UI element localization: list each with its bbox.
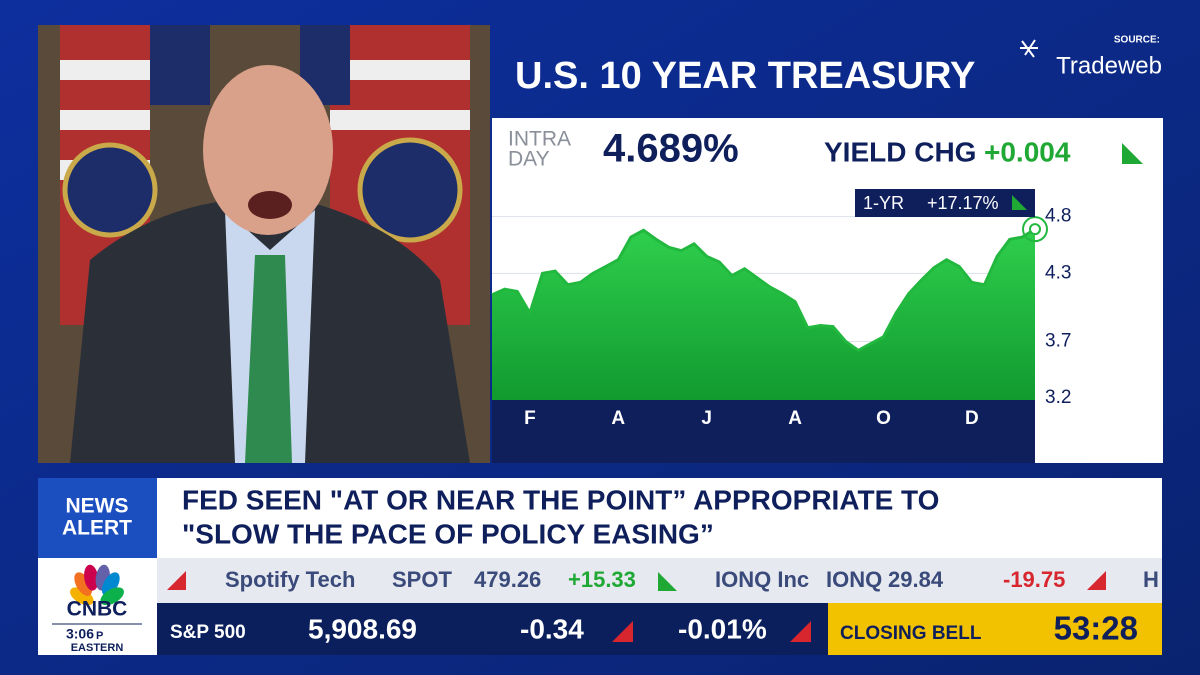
ticker-price: 29.84 [888,567,944,592]
down-arrow [790,621,811,642]
headline-band [38,478,1162,558]
peacock [70,564,124,606]
index-value: 5,908.69 [308,613,417,644]
yield: 4.689% [603,127,739,171]
down-arrow [612,621,633,642]
up-arrow [1012,195,1027,210]
countdown-label: CLOSING BELL [840,623,982,644]
ticker-name: H [1143,567,1159,592]
source-logo [1020,39,1038,58]
y-tick-label: 3.7 [1045,330,1071,351]
x-tick-label: O [876,408,891,429]
x-tick-label: A [788,408,802,429]
x-tick-label: J [701,408,712,429]
period: 1-YR [863,193,904,213]
last-point-dot [1029,223,1041,236]
countdown-band [828,603,1162,655]
ticker-name: IONQ Inc [715,567,809,592]
meridiem: P [96,630,103,642]
period-box [855,189,1035,217]
index-band [157,603,828,655]
chart: 3.2 3.7 4.3 4.8 F A J A O D [491,206,1071,429]
ticker-change: -19.75 [1003,567,1065,592]
month-band [492,400,1035,463]
source-label: SOURCE: [1114,35,1160,46]
ticker-symbol: IONQ [826,567,882,592]
down-arrow [1087,571,1106,590]
headline: FED SEEN "AT OR NEAR THE POINT” APPROPRI… [182,484,939,515]
last-point [1022,216,1048,243]
ticker-name: Spotify Tech [225,567,355,592]
change-label: YIELD CHG [824,136,976,167]
headline: "SLOW THE PACE OF POLICY EASING” [182,518,714,549]
down-arrow [167,571,186,590]
clock: 3:06 [66,626,94,642]
period-change: +17.17% [927,193,999,213]
x-tick-label: D [965,408,979,429]
ticker-symbol: SPOT [392,567,452,592]
area-fill [492,229,1035,400]
countdown-time: 53:28 [1054,610,1138,647]
index-name: S&P 500 [170,622,246,643]
x-tick-label: A [611,408,625,429]
y-tick-label: 3.2 [1045,387,1071,408]
x-tick-label: F [524,408,536,429]
area-line [491,227,1036,353]
title: U.S. 10 YEAR TREASURY [515,55,975,97]
index-change: -0.34 [520,613,584,644]
network: CNBC [67,598,128,621]
up-arrow [1122,143,1143,164]
up-arrow [658,572,677,591]
video-feed [38,25,490,463]
ticker-price: 479.26 [474,567,541,592]
change: +0.004 [984,136,1071,167]
badge-text: ALERT [62,517,132,540]
quote-panel [492,118,1163,178]
y-tick-label: 4.8 [1045,206,1071,227]
time-zone: EASTERN [71,642,124,654]
badge-text: NEWS [66,495,129,518]
quote-label: INTRA [508,128,571,151]
y-tick-label: 4.3 [1045,262,1071,283]
quote-label: DAY [508,148,550,171]
ticker-change: +15.33 [568,567,636,592]
news-badge [38,478,157,558]
source: Tradeweb [1056,52,1162,79]
index-percent: -0.01% [678,613,767,644]
